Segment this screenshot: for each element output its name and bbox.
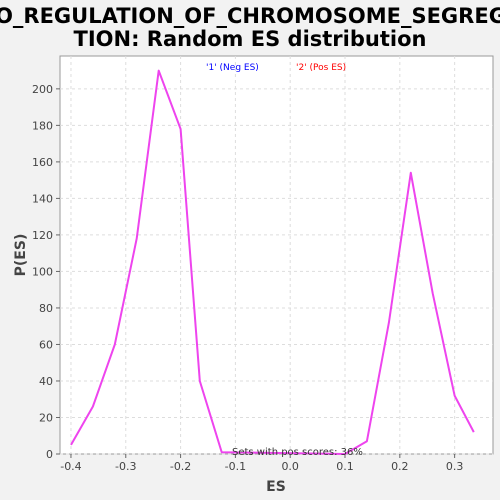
y-tick-label: 200 <box>32 83 53 96</box>
x-tick-label: 0.3 <box>446 460 464 473</box>
y-tick-label: 80 <box>39 302 53 315</box>
series-layer <box>70 69 475 455</box>
y-tick-label: 120 <box>32 229 53 242</box>
chart-title-line-1: GO_REGULATION_OF_CHROMOSOME_SEGREGA <box>0 4 500 28</box>
y-tick-label: 140 <box>32 192 53 205</box>
y-tick-label: 40 <box>39 375 53 388</box>
y-tick-label: 60 <box>39 338 53 351</box>
y-tick-label: 100 <box>32 265 53 278</box>
grid-layer <box>60 56 493 455</box>
legend-entry-pos-es: '2' (Pos ES) <box>296 63 346 73</box>
x-tick-label: 0.0 <box>281 460 299 473</box>
x-tick-label: 0.1 <box>336 460 354 473</box>
chart-title-line-2: TION: Random ES distribution <box>74 27 427 51</box>
pos-scores-annotation: Sets with pos scores: 36% <box>232 447 363 458</box>
x-tick-label: -0.4 <box>60 460 81 473</box>
y-tick-label: 160 <box>32 156 53 169</box>
x-tick-label: -0.2 <box>170 460 191 473</box>
x-tick-label: -0.1 <box>225 460 246 473</box>
y-tick-label: 0 <box>46 448 53 461</box>
plot-area <box>59 55 494 455</box>
y-tick-label: 20 <box>39 411 53 424</box>
y-axis-label: P(ES) <box>13 234 29 277</box>
y-tick-label: 180 <box>32 119 53 132</box>
es-distribution-line <box>70 69 475 455</box>
x-axis-label: ES <box>266 479 286 495</box>
legend-entry-neg-es: '1' (Neg ES) <box>206 63 259 73</box>
x-tick-label: -0.3 <box>115 460 136 473</box>
axis-layer: -0.4 -0.3 -0.2 -0.1 0.0 0.1 0.2 0.3 0 20 40 60 80 100… <box>32 83 463 473</box>
x-tick-label: 0.2 <box>391 460 409 473</box>
